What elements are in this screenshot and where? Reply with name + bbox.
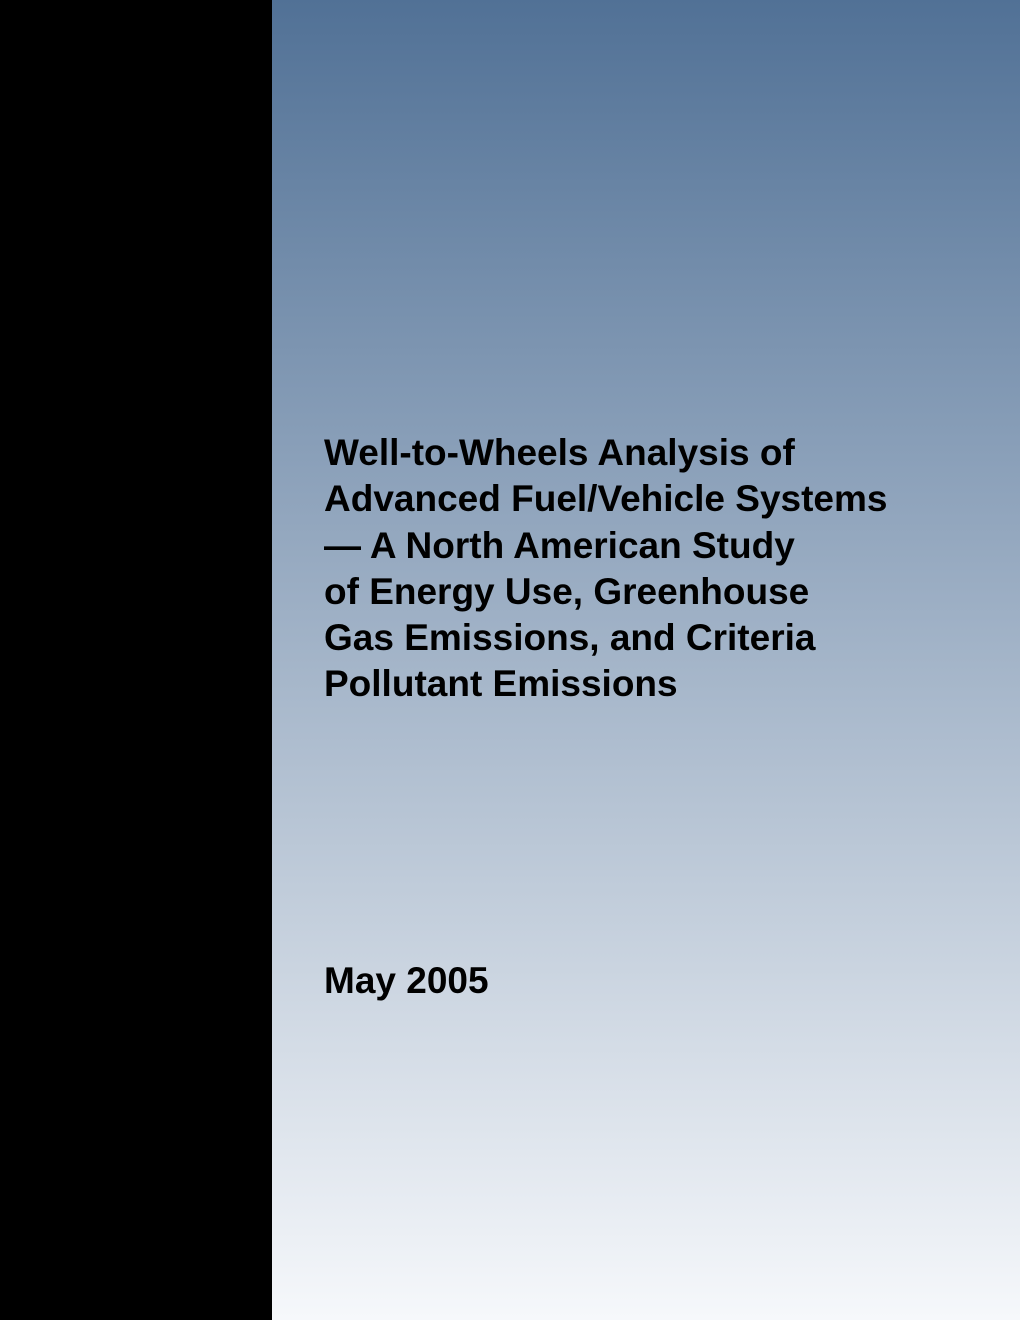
left-sidebar-band <box>0 0 272 1320</box>
title-line: Advanced Fuel/Vehicle Systems <box>324 476 980 522</box>
cover-page: Well-to-Wheels Analysis of Advanced Fuel… <box>0 0 1020 1320</box>
title-line: Well-to-Wheels Analysis of <box>324 430 980 476</box>
title-line: Pollutant Emissions <box>324 661 980 707</box>
title-block: Well-to-Wheels Analysis of Advanced Fuel… <box>324 430 980 708</box>
main-gradient-area: Well-to-Wheels Analysis of Advanced Fuel… <box>272 0 1020 1320</box>
title-line: — A North American Study <box>324 523 980 569</box>
publication-date: May 2005 <box>324 960 489 1002</box>
title-line: Gas Emissions, and Criteria <box>324 615 980 661</box>
title-line: of Energy Use, Greenhouse <box>324 569 980 615</box>
